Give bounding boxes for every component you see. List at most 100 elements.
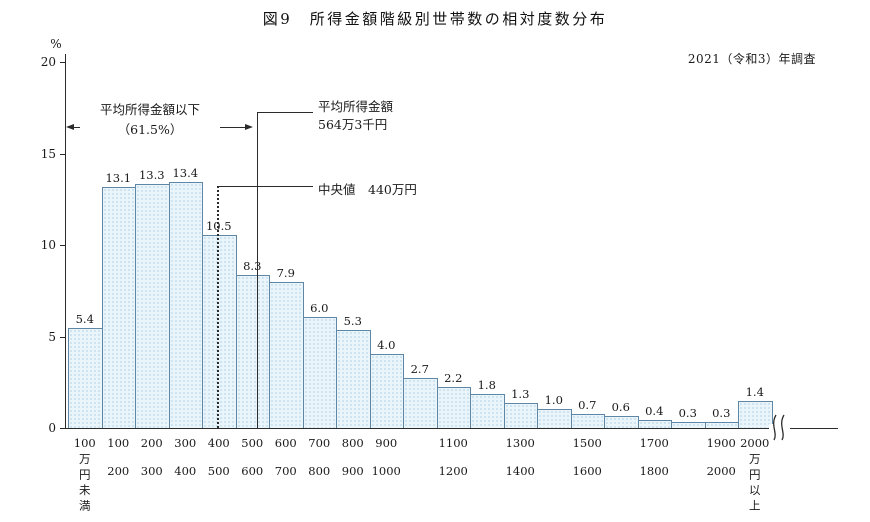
bar-column: 0.3 xyxy=(704,62,739,428)
mean-connector-line xyxy=(257,112,313,113)
bar-value-label: 0.7 xyxy=(578,398,597,413)
bar-value-label: 1.8 xyxy=(477,378,496,393)
bar-column: 0.3 xyxy=(671,62,706,428)
bar-column: 2.2 xyxy=(436,62,471,428)
x-tick-upper-bound: 1700 xyxy=(639,436,669,450)
bar-column: 0.4 xyxy=(637,62,672,428)
x-tick-upper-bound: 300 xyxy=(174,436,197,450)
y-tick-mark xyxy=(60,336,65,338)
x-tick-upper-bound: 200 xyxy=(140,436,163,450)
x-tick-lower-bound: 1400 xyxy=(505,464,535,478)
bar-column: 5.4 xyxy=(68,62,103,428)
bar-column: 0.6 xyxy=(604,62,639,428)
x-tick-label xyxy=(671,436,705,518)
x-tick-label: 400 500 xyxy=(202,436,236,518)
x-tick-label: 1900 2000 xyxy=(705,436,739,518)
x-tick-lower-bound: 1800 xyxy=(639,464,669,478)
x-axis-labels: 100 万円未満 100 200 200 300 300 400 400 500 500 600 600… xyxy=(68,436,772,518)
median-line xyxy=(217,186,219,428)
bar-column: 13.4 xyxy=(168,62,203,428)
bar-column: 5.3 xyxy=(336,62,371,428)
y-axis-unit-label: % xyxy=(50,37,62,51)
bar-value-label: 5.4 xyxy=(75,312,94,327)
x-tick-upper-bound: 800 xyxy=(341,436,364,450)
x-tick-upper-bound: 500 xyxy=(241,436,264,450)
bar xyxy=(68,328,103,428)
y-tick-mark xyxy=(60,62,65,63)
bar-value-label: 8.3 xyxy=(243,259,262,274)
x-tick-label: 600 700 xyxy=(269,436,303,518)
y-tick-label: 20 xyxy=(40,55,56,69)
x-tick-lower-bound: 200 xyxy=(107,464,130,478)
x-tick-label xyxy=(470,436,504,518)
bar-column: 13.3 xyxy=(135,62,170,428)
x-tick-lower-bound: 1600 xyxy=(572,464,602,478)
bar-value-label: 4.0 xyxy=(377,337,396,352)
x-tick-lower-bound: 900 xyxy=(341,464,364,478)
bar xyxy=(202,234,237,428)
y-tick-mark xyxy=(60,245,65,246)
x-tick-label: 2000 万円以上 xyxy=(738,436,772,518)
x-axis-line-after-break xyxy=(790,428,838,429)
bar xyxy=(269,282,304,428)
bar-column: 8.3 xyxy=(235,62,270,428)
x-tick-vertical-text: 万円未満 xyxy=(77,453,92,515)
x-tick-label: 1700 1800 xyxy=(638,436,672,518)
left-arrowhead-icon xyxy=(66,123,74,130)
bar xyxy=(101,187,136,428)
x-tick-upper-bound: 2000 xyxy=(740,436,770,450)
x-tick-label: 900 1000 xyxy=(370,436,404,518)
bar-column: 1.3 xyxy=(503,62,538,428)
right-arrowhead-icon xyxy=(245,123,253,130)
x-tick-label: 100 200 xyxy=(102,436,136,518)
x-tick-upper-bound: 100 xyxy=(107,436,130,450)
bar xyxy=(168,181,203,428)
x-tick-label: 500 600 xyxy=(236,436,270,518)
median-label: 中央値 440万円 xyxy=(318,182,417,197)
bar-value-label: 1.4 xyxy=(745,385,764,400)
x-tick-label: 100 万円未満 xyxy=(68,436,102,518)
mean-label: 平均所得金額 xyxy=(318,99,394,114)
y-tick-mark xyxy=(60,428,65,429)
bar xyxy=(235,275,270,428)
x-tick-label: 1300 1400 xyxy=(504,436,538,518)
bar-value-label: 13.3 xyxy=(138,167,165,182)
bar-column: 1.0 xyxy=(537,62,572,428)
x-tick-lower-bound: 600 xyxy=(241,464,264,478)
x-tick-upper-bound: 1300 xyxy=(505,436,535,450)
axis-break-icon xyxy=(769,414,789,441)
x-tick-lower-bound: 1200 xyxy=(438,464,468,478)
bar-column: 6.0 xyxy=(302,62,337,428)
bar xyxy=(302,317,337,428)
bar xyxy=(336,330,371,428)
x-tick-upper-bound: 900 xyxy=(375,436,398,450)
bar-value-label: 2.2 xyxy=(444,370,463,385)
bars-area: 5.4 13.1 13.3 13.4 10.5 8.3 7.9 6.0 5.3 4.0 2.7 2.2… xyxy=(68,62,773,428)
x-axis-line xyxy=(60,428,774,429)
y-tick-label: 10 xyxy=(40,238,56,252)
bar xyxy=(637,419,672,428)
bar-column: 13.1 xyxy=(101,62,136,428)
bar-column: 1.8 xyxy=(470,62,505,428)
x-tick-label xyxy=(403,436,437,518)
bar xyxy=(570,414,605,428)
x-tick-vertical-text: 万円以上 xyxy=(747,453,762,515)
y-tick-label: 0 xyxy=(48,421,56,435)
bar-column: 4.0 xyxy=(369,62,404,428)
x-tick-lower-bound: 1000 xyxy=(371,464,401,478)
bar xyxy=(671,421,706,428)
y-tick-mark xyxy=(60,153,65,155)
x-tick-lower-bound: 800 xyxy=(308,464,331,478)
x-tick-label: 200 300 xyxy=(135,436,169,518)
bar-value-label: 13.1 xyxy=(105,171,132,186)
bar xyxy=(738,401,773,428)
bar-value-label: 5.3 xyxy=(343,314,362,329)
bar xyxy=(369,353,404,428)
bar-column: 0.7 xyxy=(570,62,605,428)
x-tick-label: 1500 1600 xyxy=(571,436,605,518)
bar-value-label: 2.7 xyxy=(410,361,429,376)
y-tick-label: 15 xyxy=(40,146,56,161)
x-tick-lower-bound: 500 xyxy=(207,464,230,478)
mean-value-label: 564万3千円 xyxy=(318,117,388,132)
